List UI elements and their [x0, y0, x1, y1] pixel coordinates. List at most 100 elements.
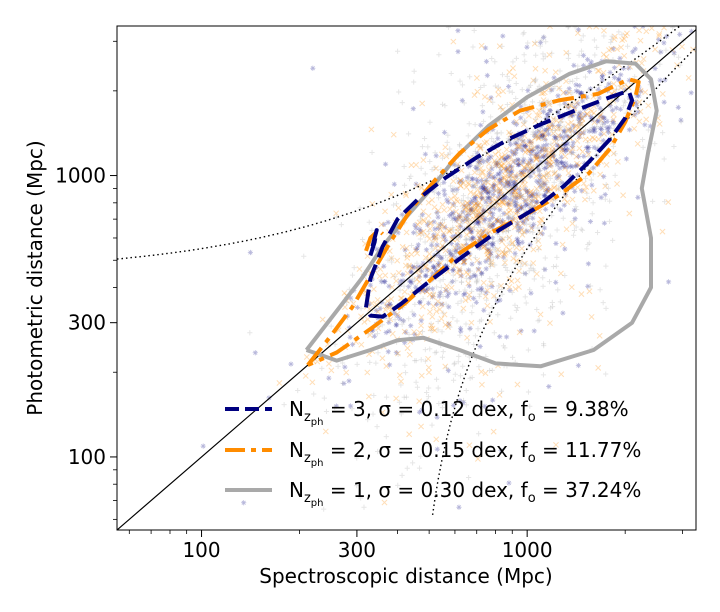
data-point [475, 286, 481, 293]
point-mark [450, 253, 456, 259]
data-point [595, 117, 601, 124]
point-mark [431, 235, 437, 241]
point-mark [520, 218, 526, 224]
point-mark [346, 325, 352, 331]
point-mark [553, 135, 559, 141]
point-mark [402, 340, 408, 346]
data-point [476, 245, 482, 251]
data-point [453, 290, 459, 296]
point-mark [479, 190, 485, 196]
point-mark [448, 240, 454, 247]
data-point [456, 179, 462, 185]
data-point [497, 176, 503, 183]
data-point [500, 199, 507, 205]
point-mark [490, 126, 496, 133]
data-point [541, 165, 548, 172]
point-mark [464, 200, 471, 206]
data-point [589, 182, 595, 188]
point-mark [446, 248, 452, 254]
data-point [442, 192, 448, 198]
data-point [585, 148, 591, 155]
point-mark [426, 300, 432, 306]
point-mark [594, 146, 600, 153]
point-mark [385, 219, 391, 225]
point-mark [536, 180, 542, 186]
data-point [537, 40, 544, 46]
point-mark [415, 242, 421, 248]
data-point [521, 169, 527, 175]
data-point [430, 294, 436, 300]
data-point [445, 227, 452, 234]
point-mark [545, 125, 551, 132]
data-point [577, 110, 583, 116]
point-mark [485, 195, 492, 201]
data-point [501, 161, 508, 168]
data-point [591, 144, 597, 150]
point-mark [524, 216, 530, 222]
point-mark [554, 125, 561, 132]
data-point [522, 186, 529, 192]
data-point [490, 222, 496, 228]
point-mark [509, 148, 515, 155]
point-mark [556, 143, 563, 150]
point-mark [479, 232, 485, 238]
point-mark [411, 230, 417, 236]
data-point [468, 274, 474, 280]
data-point [435, 249, 441, 255]
point-mark [524, 189, 531, 195]
data-point [539, 152, 546, 158]
point-mark [428, 242, 435, 248]
point-mark [577, 130, 583, 136]
data-point [555, 123, 562, 129]
data-point [511, 179, 517, 186]
data-point [536, 180, 542, 186]
data-point [541, 192, 547, 199]
data-point [556, 173, 562, 179]
point-mark [563, 133, 569, 139]
point-mark [503, 195, 509, 201]
data-point [495, 171, 501, 177]
data-point [494, 298, 500, 304]
data-point [326, 375, 332, 381]
data-point [457, 183, 464, 189]
data-point [561, 202, 567, 208]
data-point [575, 101, 581, 107]
point-mark [495, 194, 501, 201]
point-mark [678, 117, 684, 123]
data-point [436, 260, 442, 266]
point-mark [451, 193, 458, 199]
data-point [459, 97, 465, 104]
point-mark [472, 273, 479, 279]
data-point [414, 245, 420, 251]
point-mark [465, 225, 471, 231]
data-point [419, 212, 426, 218]
point-mark [595, 117, 601, 124]
data-point [527, 173, 534, 179]
point-mark [383, 303, 390, 310]
point-mark [534, 154, 540, 160]
data-point [569, 220, 576, 227]
data-point [333, 403, 339, 409]
data-point [494, 230, 500, 236]
data-point [630, 49, 636, 55]
point-mark [457, 215, 463, 221]
data-point [562, 141, 568, 148]
data-point [484, 231, 490, 237]
point-mark [534, 199, 540, 205]
point-mark [524, 228, 530, 234]
point-mark [511, 179, 517, 186]
point-mark [515, 223, 521, 229]
data-point [460, 400, 466, 406]
data-point [558, 207, 564, 213]
point-mark [634, 102, 640, 109]
data-point [476, 221, 482, 227]
point-mark [567, 126, 573, 133]
point-mark [539, 146, 545, 152]
point-mark [341, 380, 347, 387]
data-point [525, 88, 531, 94]
data-point [413, 181, 419, 187]
point-mark [413, 225, 419, 231]
data-point [457, 215, 463, 221]
data-point [420, 260, 426, 266]
data-point [438, 221, 444, 227]
